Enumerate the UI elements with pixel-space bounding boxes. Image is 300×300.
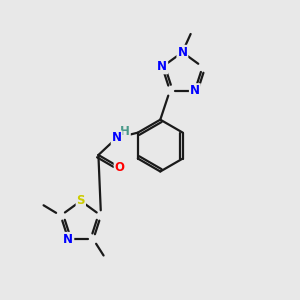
Text: N: N (190, 84, 200, 97)
Text: O: O (115, 161, 124, 174)
Text: N: N (63, 233, 73, 246)
Text: H: H (120, 125, 130, 138)
Text: S: S (76, 194, 85, 207)
Text: N: N (112, 131, 122, 144)
Text: N: N (157, 60, 167, 74)
Text: N: N (177, 46, 188, 59)
